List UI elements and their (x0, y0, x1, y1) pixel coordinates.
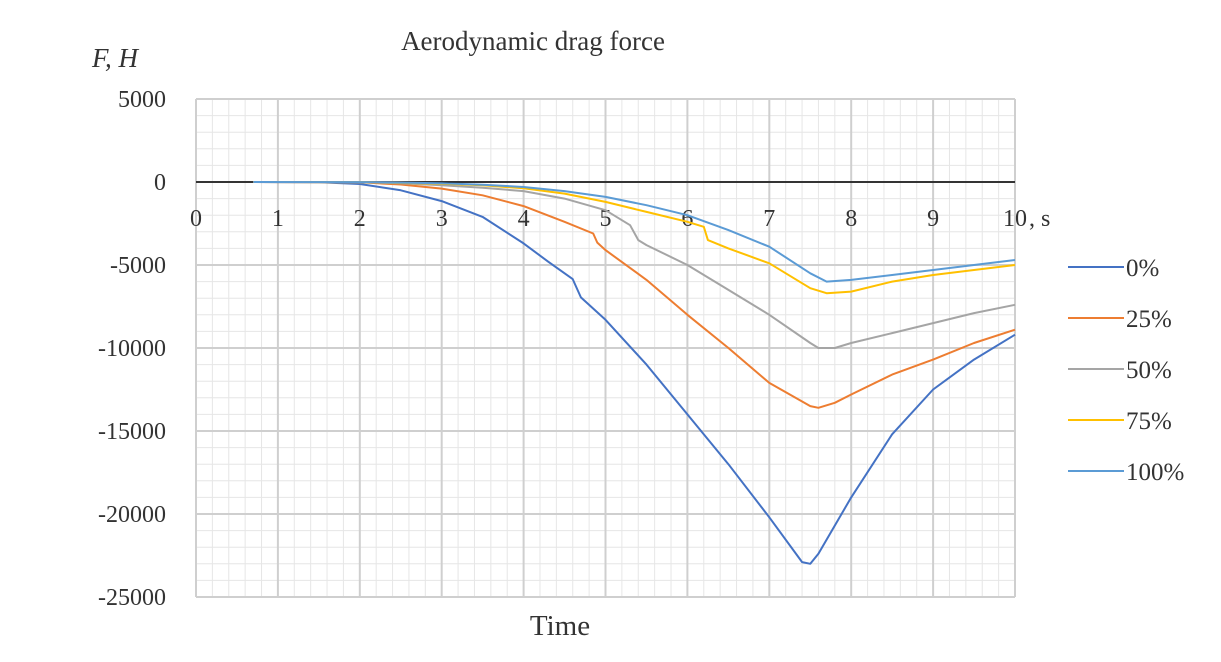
y-tick-label: -15000 (98, 419, 166, 445)
series-line (253, 181, 1016, 565)
x-axis-label: Time (530, 610, 590, 642)
x-tick-label: 1 (272, 206, 284, 232)
x-tick-label: 3 (436, 206, 448, 232)
y-tick-label: -25000 (98, 585, 166, 611)
series-line (253, 181, 1016, 283)
x-unit-label: , s (1029, 206, 1050, 232)
x-tick-label: 4 (518, 206, 530, 232)
x-tick-label: 2 (354, 206, 366, 232)
y-tick-label: -10000 (98, 336, 166, 362)
x-tick-label: 10 (1003, 206, 1027, 232)
x-tick-label: 6 (681, 206, 693, 232)
chart-title: Aerodynamic drag force (401, 26, 665, 56)
series-lines (253, 181, 1016, 565)
x-tick-label: 7 (763, 206, 775, 232)
x-tick-label: 0 (190, 206, 202, 232)
legend-label: 25% (1126, 306, 1172, 333)
y-tick-label: 5000 (118, 87, 166, 113)
x-tick-label: 8 (845, 206, 857, 232)
legend: 0% 25% 50% 75% 100% (1068, 255, 1184, 486)
grid (195, 98, 1016, 598)
y-axis-label: F, H (91, 43, 140, 73)
legend-label: 0% (1126, 255, 1159, 282)
series-line (253, 181, 1016, 409)
series-line (253, 181, 1016, 349)
legend-label: 75% (1126, 408, 1172, 435)
y-tick-label: -5000 (110, 253, 166, 279)
y-tick-label: -20000 (98, 502, 166, 528)
legend-label: 50% (1126, 357, 1172, 384)
x-tick-label: 9 (927, 206, 939, 232)
y-tick-label: 0 (154, 170, 166, 196)
legend-label: 100% (1126, 459, 1184, 486)
